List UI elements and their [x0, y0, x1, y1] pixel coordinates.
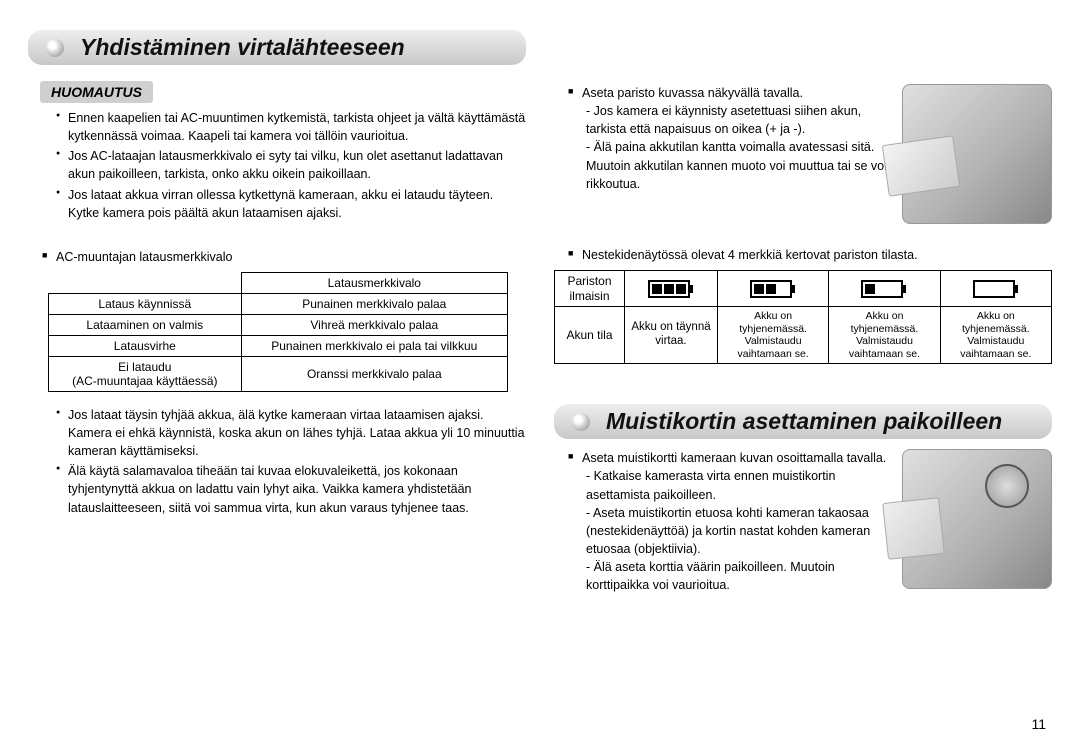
title-bar-right: Muistikortin asettaminen paikoilleen [554, 404, 1052, 439]
memory-card-section: Aseta muistikortti kameraan kuvan osoitt… [554, 449, 1052, 594]
table-cell: Oranssi merkkivalo palaa [241, 356, 507, 391]
battery-insert-label: Aseta paristo kuvassa näkyvällä tavalla. [568, 84, 1052, 102]
table-cell: Akku on tyhjenemässä.Valmistaudu vaihtam… [940, 306, 1051, 363]
table-row-label: Akun tila [555, 306, 625, 363]
battery-insert-section: Aseta paristo kuvassa näkyvällä tavalla.… [554, 84, 1052, 224]
table-cell: Akku on täynnä virtaa. [625, 306, 718, 363]
charge-led-table: Latausmerkkivalo Lataus käynnissä Punain… [48, 272, 508, 392]
table-row-label: Pariston ilmaisin [555, 271, 625, 307]
table-cell: Akku on tyhjenemässä.Valmistaudu vaihtam… [829, 306, 940, 363]
battery-icon-cell [940, 271, 1051, 307]
battery-icon-cell [829, 271, 940, 307]
warning-item: Jos AC-lataajan latausmerkkivalo ei syty… [56, 147, 526, 183]
bullet-item: Jos lataat täysin tyhjää akkua, älä kytk… [56, 406, 526, 460]
card-insert-label: Aseta muistikortti kameraan kuvan osoitt… [568, 449, 1052, 467]
title-dot-icon [572, 413, 590, 431]
note-label: HUOMAUTUS [40, 81, 153, 103]
title-left: Yhdistäminen virtalähteeseen [80, 34, 510, 61]
table-cell: Ei lataudu (AC-muuntajaa käyttäessä) [49, 356, 242, 391]
battery-2bar-icon [749, 279, 797, 299]
battery-empty-icon [972, 279, 1020, 299]
warning-item: Jos lataat akkua virran ollessa kytketty… [56, 186, 526, 222]
table-cell: Latausvirhe [49, 335, 242, 356]
warning-item: Ennen kaapelien tai AC-muuntimen kytkemi… [56, 109, 526, 145]
lcd-indicator-label: Nestekidenäytössä olevat 4 merkkiä kerto… [568, 246, 1052, 264]
left-column: Yhdistäminen virtalähteeseen HUOMAUTUS E… [28, 30, 526, 594]
table-cell: Lataaminen on valmis [49, 314, 242, 335]
table-cell: Punainen merkkivalo ei pala tai vilkkuu [241, 335, 507, 356]
table-cell: Lataus käynnissä [49, 293, 242, 314]
warning-list: Ennen kaapelien tai AC-muuntimen kytkemi… [56, 109, 526, 222]
battery-full-icon [647, 279, 695, 299]
battery-1bar-icon [860, 279, 908, 299]
page-number: 11 [1031, 716, 1046, 732]
bullet-item: Älä käytä salamavaloa tiheään tai kuvaa … [56, 462, 526, 516]
title-dot-icon [46, 39, 64, 57]
led-table-caption: AC-muuntajan latausmerkkivalo [42, 248, 526, 266]
camera-battery-illustration [902, 84, 1052, 224]
table-header: Latausmerkkivalo [241, 272, 507, 293]
battery-icon-cell [717, 271, 828, 307]
title-right: Muistikortin asettaminen paikoilleen [606, 408, 1036, 435]
table-cell: Akku on tyhjenemässä.Valmistaudu vaihtam… [717, 306, 828, 363]
right-column: Aseta paristo kuvassa näkyvällä tavalla.… [554, 30, 1052, 594]
table-cell: Vihreä merkkivalo palaa [241, 314, 507, 335]
table-cell: Punainen merkkivalo palaa [241, 293, 507, 314]
camera-card-illustration [902, 449, 1052, 589]
title-bar-left: Yhdistäminen virtalähteeseen [28, 30, 526, 65]
bottom-bullet-list: Jos lataat täysin tyhjää akkua, älä kytk… [56, 406, 526, 517]
battery-icon-cell [625, 271, 718, 307]
battery-indicator-table: Pariston ilmaisin Akun tila Akku on täyn… [554, 270, 1052, 364]
